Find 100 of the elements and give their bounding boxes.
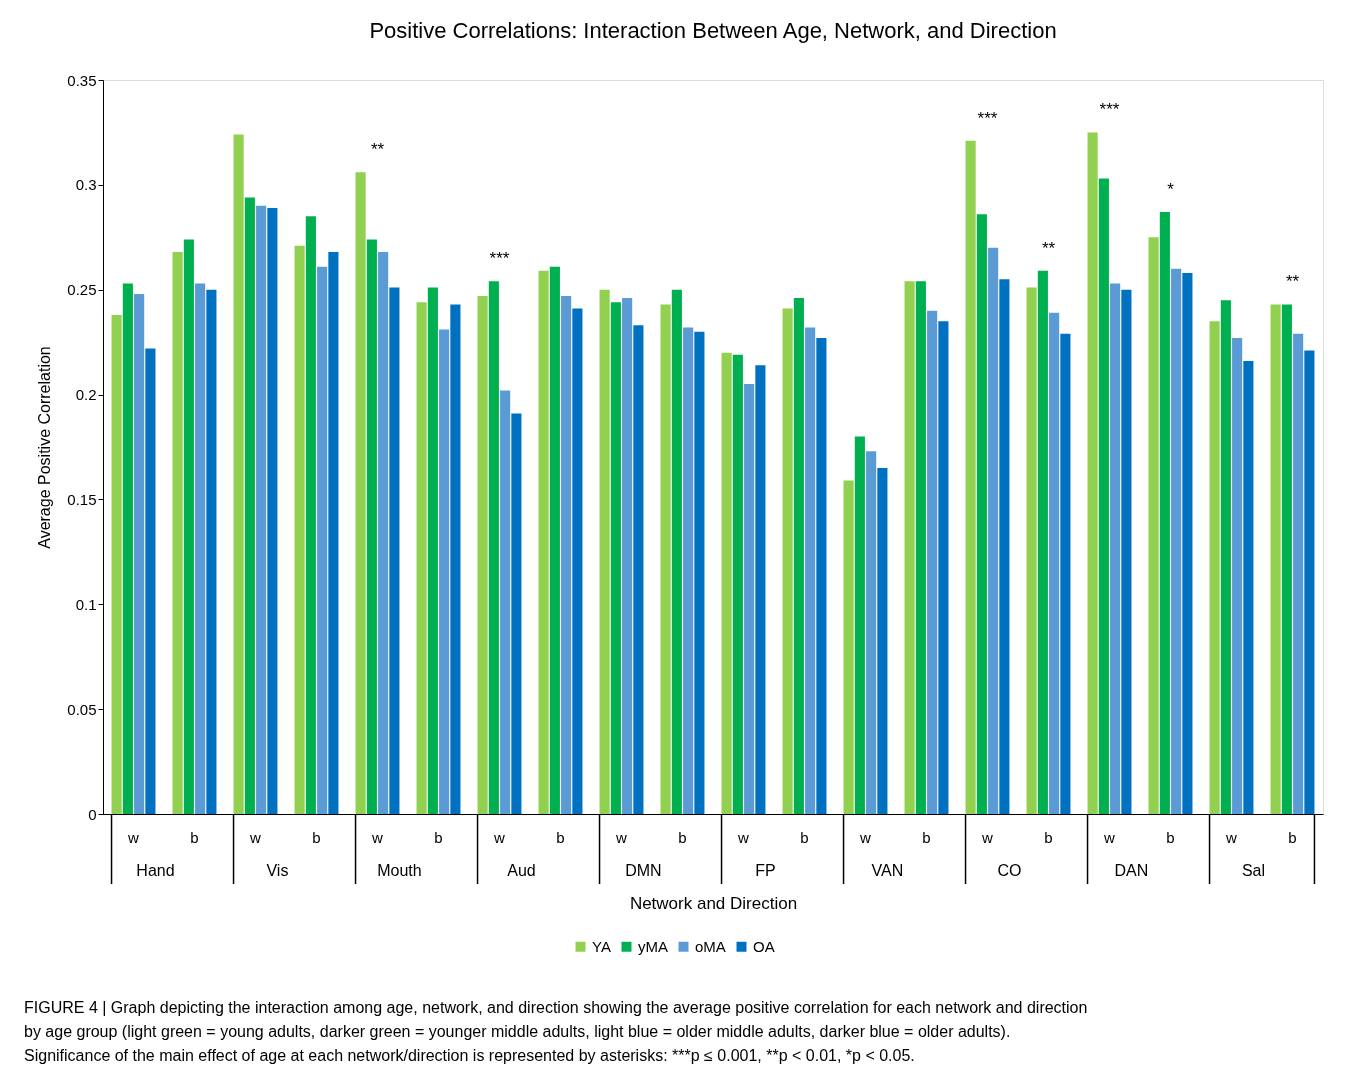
- annotation: **: [1041, 238, 1056, 258]
- bar: [328, 251, 339, 814]
- bar: [1293, 333, 1304, 814]
- bar: [1304, 350, 1315, 814]
- bar: [744, 384, 755, 814]
- x-tick-label: w: [1225, 828, 1238, 846]
- x-tick-label: b: [1044, 828, 1053, 846]
- bar: [511, 413, 522, 814]
- bar: [389, 287, 400, 814]
- bar: [317, 266, 328, 814]
- bar: [122, 283, 133, 814]
- bar: [294, 245, 305, 814]
- y-tick-label: 0.25: [67, 281, 97, 299]
- bar: [1110, 283, 1121, 814]
- bar: [1049, 312, 1060, 814]
- bar: [1281, 304, 1292, 814]
- bar: [500, 390, 511, 814]
- bar: [683, 327, 694, 814]
- x-tick-label: b: [678, 828, 687, 846]
- bar: [1243, 361, 1254, 814]
- bar: [195, 283, 206, 814]
- bar: [1232, 337, 1243, 814]
- annotation: *: [1167, 180, 1175, 200]
- annotation: **: [370, 140, 385, 160]
- bar: [355, 172, 366, 814]
- text: CO: [997, 862, 1022, 879]
- x-tick-label: w: [1103, 828, 1116, 846]
- bar: [1060, 333, 1071, 814]
- bar: [1098, 178, 1109, 814]
- bar: [450, 304, 461, 814]
- legend-label: OA: [753, 937, 775, 955]
- bar: [633, 325, 644, 814]
- x-axis-title: Network and Direction: [629, 893, 798, 913]
- bar: [904, 281, 915, 814]
- bar: [755, 365, 766, 814]
- bar: [1037, 270, 1048, 814]
- annotation: ***: [489, 249, 510, 269]
- bar: [233, 134, 244, 814]
- bar: [732, 354, 743, 814]
- annotation: ***: [977, 108, 998, 128]
- bar: [965, 140, 976, 814]
- x-tick-label: w: [615, 828, 628, 846]
- bar: [256, 205, 267, 814]
- bar: [1121, 289, 1132, 814]
- y-axis-title: Average Positive Correlation: [36, 346, 54, 549]
- x-tick-label: w: [127, 828, 140, 846]
- bar: [549, 266, 560, 814]
- bar: [854, 436, 865, 814]
- bar: [866, 451, 877, 814]
- text: FP: [755, 862, 776, 879]
- bar: [378, 251, 389, 814]
- bar: [622, 298, 633, 814]
- text: VAN: [871, 862, 904, 879]
- x-tick-label: w: [493, 828, 506, 846]
- x-tick-label: b: [1166, 828, 1175, 846]
- chart-title: Positive Correlations: Interaction Between Age, Network, and Direction: [369, 18, 1057, 43]
- bar: [416, 302, 427, 814]
- bar: [561, 296, 572, 814]
- legend-label: oMA: [695, 937, 726, 955]
- bar: [915, 281, 926, 814]
- legend-label: YA: [592, 937, 611, 955]
- bar: [843, 480, 854, 814]
- bar: [477, 296, 488, 814]
- x-tick-label: w: [737, 828, 750, 846]
- bar: [927, 310, 938, 814]
- x-tick-label: b: [190, 828, 199, 846]
- bar: [134, 293, 145, 814]
- bar: [439, 329, 450, 814]
- bar: [793, 298, 804, 814]
- bar: [183, 239, 194, 814]
- y-tick-label: 0.1: [75, 595, 97, 613]
- bar: [111, 314, 122, 814]
- y-tick-label: 0.3: [75, 176, 97, 194]
- bar: [610, 302, 621, 814]
- bar: [1209, 321, 1220, 814]
- bar: [1159, 212, 1170, 814]
- text: Sal: [1241, 862, 1266, 879]
- caption: FIGURE 4 | Graph depicting the interaction among age, network, and direction showing the average positive correlation for each network and direction by age group (light green = young adults, darker green = younger middle adults, light blue = older middle adults, darker blue = older adults). Significance of the main effect of age at each network/direction is represented by asterisks: ***p ≤ 0.001, **p < 0.01, *p < 0.05.: [24, 999, 1088, 1064]
- text: Hand: [136, 862, 175, 879]
- bar: [488, 281, 499, 814]
- x-tick-label: b: [312, 828, 321, 846]
- x-tick-label: b: [1288, 828, 1297, 846]
- bar: [988, 247, 999, 814]
- text: DMN: [625, 862, 662, 879]
- bar: [671, 289, 682, 814]
- annotation: ***: [1099, 100, 1120, 120]
- bar: [694, 331, 705, 814]
- bar: [1171, 268, 1182, 814]
- y-tick-label: 0.15: [67, 490, 97, 508]
- bar: [538, 270, 549, 814]
- text: DAN: [1114, 862, 1149, 879]
- bar: [938, 321, 949, 814]
- bar: [145, 348, 156, 814]
- bar: [660, 304, 671, 814]
- x-tick-label: b: [800, 828, 809, 846]
- bar: [1148, 237, 1159, 814]
- text: Aud: [507, 862, 536, 879]
- bar: [805, 327, 816, 814]
- bar: [1087, 132, 1098, 814]
- x-tick-label: b: [556, 828, 565, 846]
